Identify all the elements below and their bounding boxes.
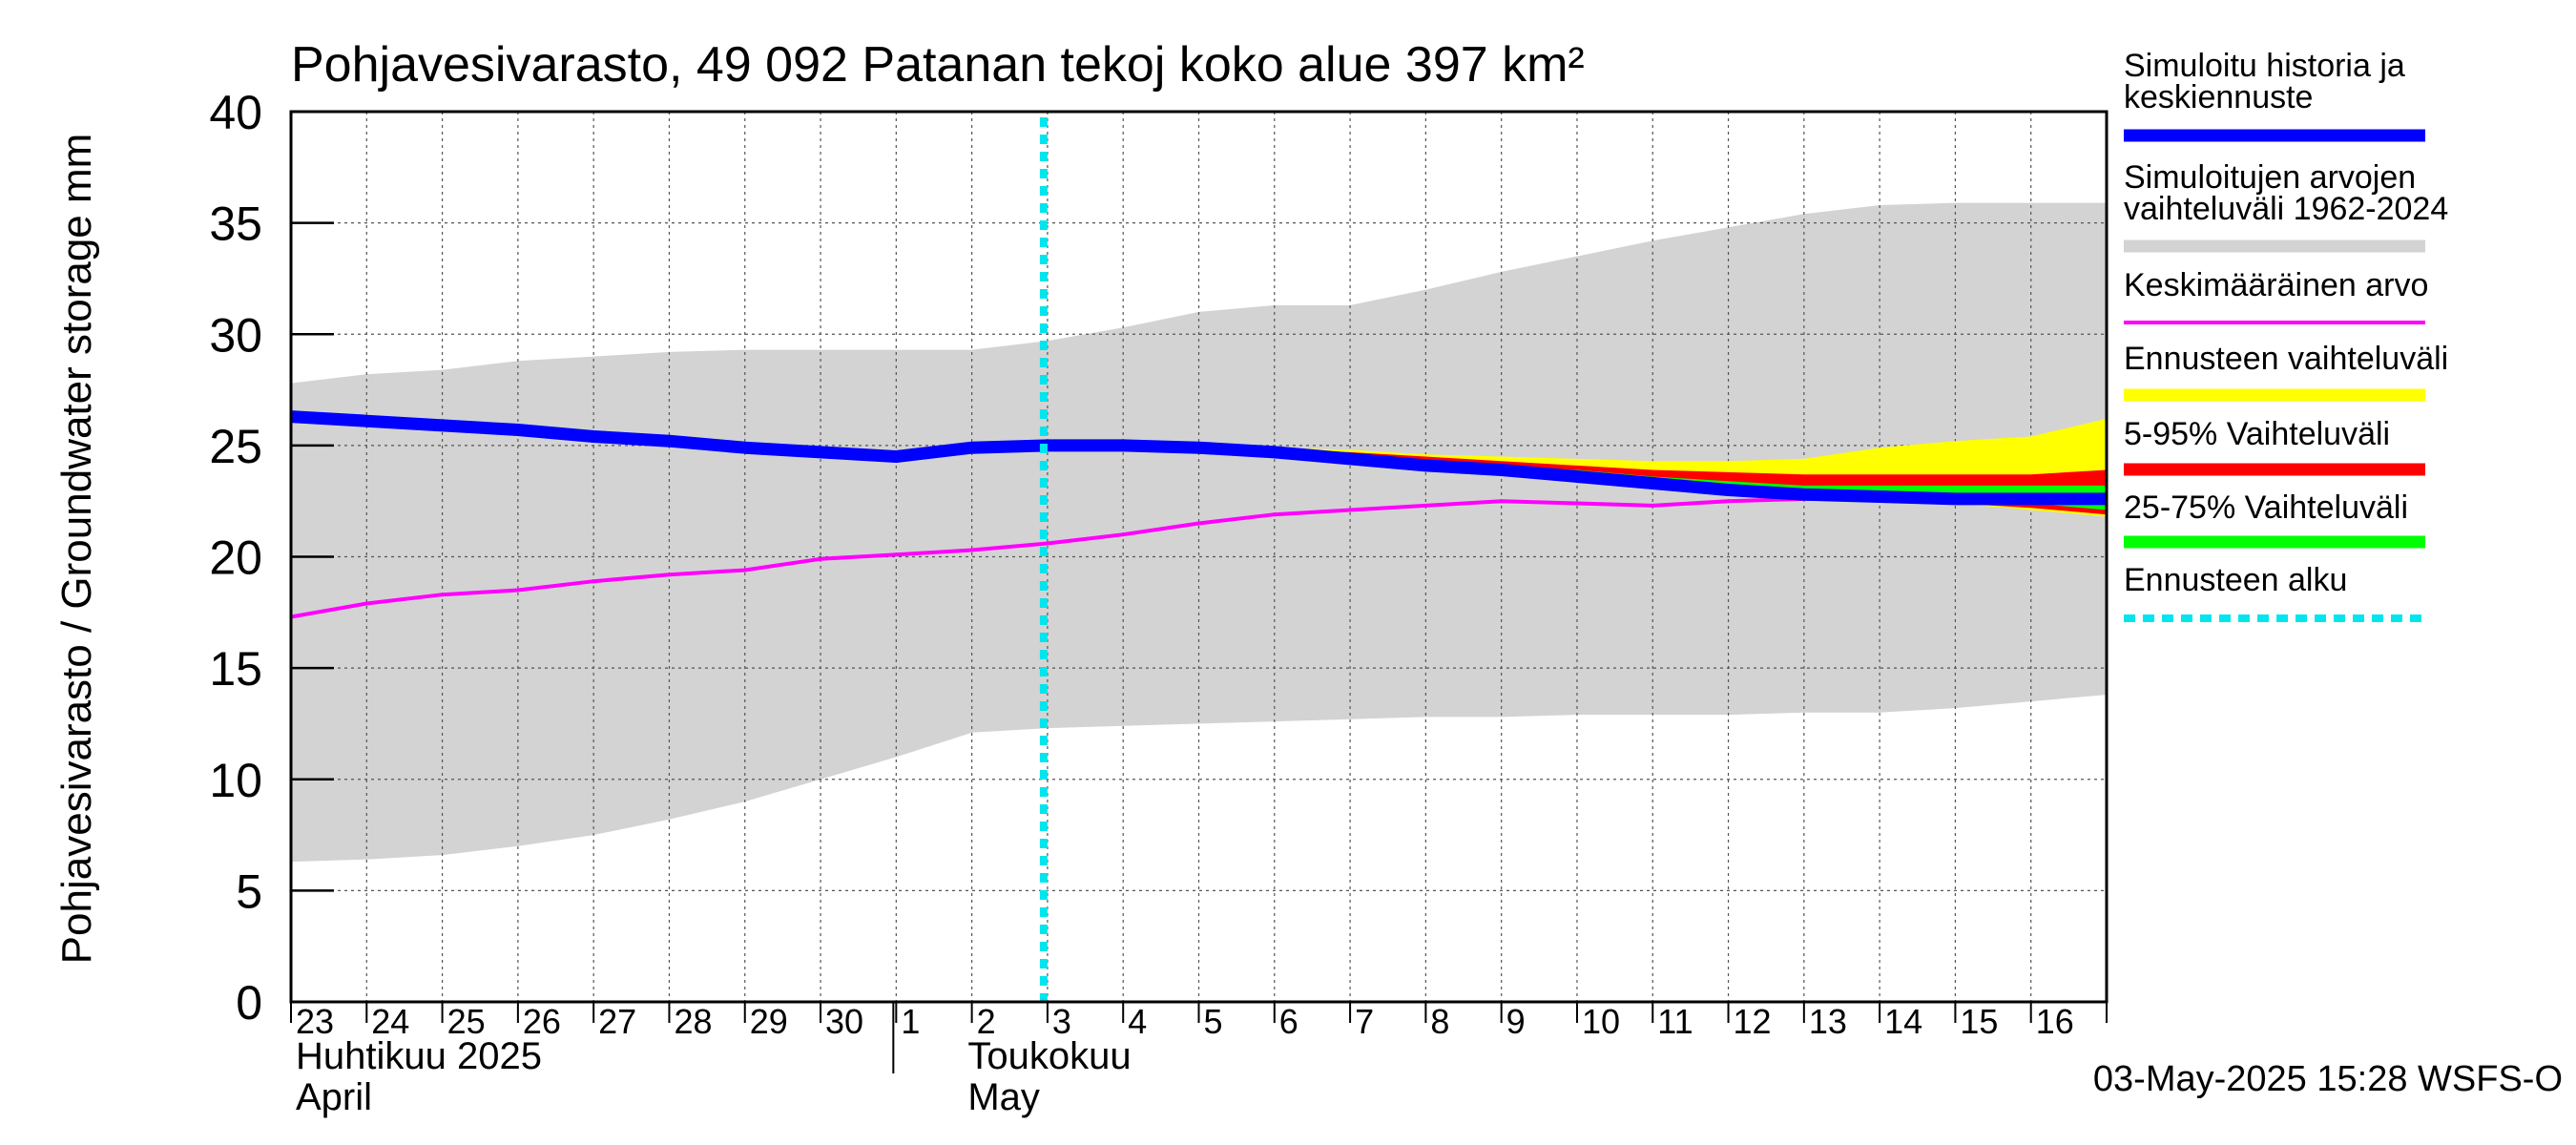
x-tick-label: 1 (901, 1002, 920, 1041)
x-tick-label: 12 (1734, 1002, 1772, 1041)
month-label-en: May (967, 1076, 1040, 1118)
x-tick-label: 30 (825, 1002, 863, 1041)
month-label-fi: Huhtikuu 2025 (296, 1035, 542, 1077)
legend-label: 5-95% Vaihteluväli (2124, 416, 2390, 452)
x-tick-label: 24 (371, 1002, 409, 1041)
x-tick-label: 26 (523, 1002, 561, 1041)
y-axis-label: Pohjavesivarasto / Groundwater storage m… (53, 134, 100, 965)
chart-title: Pohjavesivarasto, 49 092 Patanan tekoj k… (291, 37, 1585, 93)
y-tick-label: 0 (236, 976, 262, 1030)
legend-label: Simuloitujen arvojen (2124, 159, 2416, 196)
x-tick-label: 16 (2036, 1002, 2074, 1041)
x-tick-label: 14 (1884, 1002, 1922, 1041)
legend-label: Ennusteen vaihteluväli (2124, 341, 2448, 377)
timestamp: 03-May-2025 15:28 WSFS-O (2093, 1059, 2563, 1099)
legend-label: keskiennuste (2124, 79, 2313, 115)
x-tick-label: 15 (1960, 1002, 1998, 1041)
x-tick-label: 25 (447, 1002, 486, 1041)
x-tick-label: 6 (1279, 1002, 1298, 1041)
legend-label: Keskimääräinen arvo (2124, 267, 2428, 303)
y-tick-label: 20 (209, 531, 262, 585)
y-tick-label: 35 (209, 198, 262, 251)
legend-label: Ennusteen alku (2124, 562, 2347, 598)
simulated-history-line (290, 410, 2107, 506)
x-tick-label: 27 (598, 1002, 636, 1041)
x-tick-label: 7 (1355, 1002, 1374, 1041)
y-tick-label: 5 (236, 864, 262, 918)
x-tick-label: 4 (1128, 1002, 1147, 1041)
x-tick-label: 2 (977, 1002, 996, 1041)
y-tick-label: 10 (209, 754, 262, 807)
x-tick-label: 29 (750, 1002, 788, 1041)
month-label-fi: Toukokuu (967, 1035, 1131, 1077)
x-tick-label: 5 (1204, 1002, 1223, 1041)
x-tick-label: 10 (1582, 1002, 1620, 1041)
x-tick-label: 23 (296, 1002, 334, 1041)
x-tick-label: 3 (1052, 1002, 1071, 1041)
legend-label: 25-75% Vaihteluväli (2124, 489, 2408, 526)
legend-label: Simuloitu historia ja (2124, 48, 2405, 84)
x-tick-label: 9 (1506, 1002, 1526, 1041)
month-label-en: April (296, 1076, 372, 1118)
x-tick-label: 13 (1809, 1002, 1847, 1041)
y-tick-label: 30 (209, 308, 262, 362)
y-tick-label: 40 (209, 86, 262, 139)
x-tick-label: 8 (1430, 1002, 1449, 1041)
x-tick-label: 11 (1657, 1002, 1693, 1041)
x-tick-label: 28 (674, 1002, 712, 1041)
legend-label: vaihteluväli 1962-2024 (2124, 191, 2448, 227)
y-tick-label: 15 (209, 642, 262, 696)
y-tick-label: 25 (209, 420, 262, 473)
